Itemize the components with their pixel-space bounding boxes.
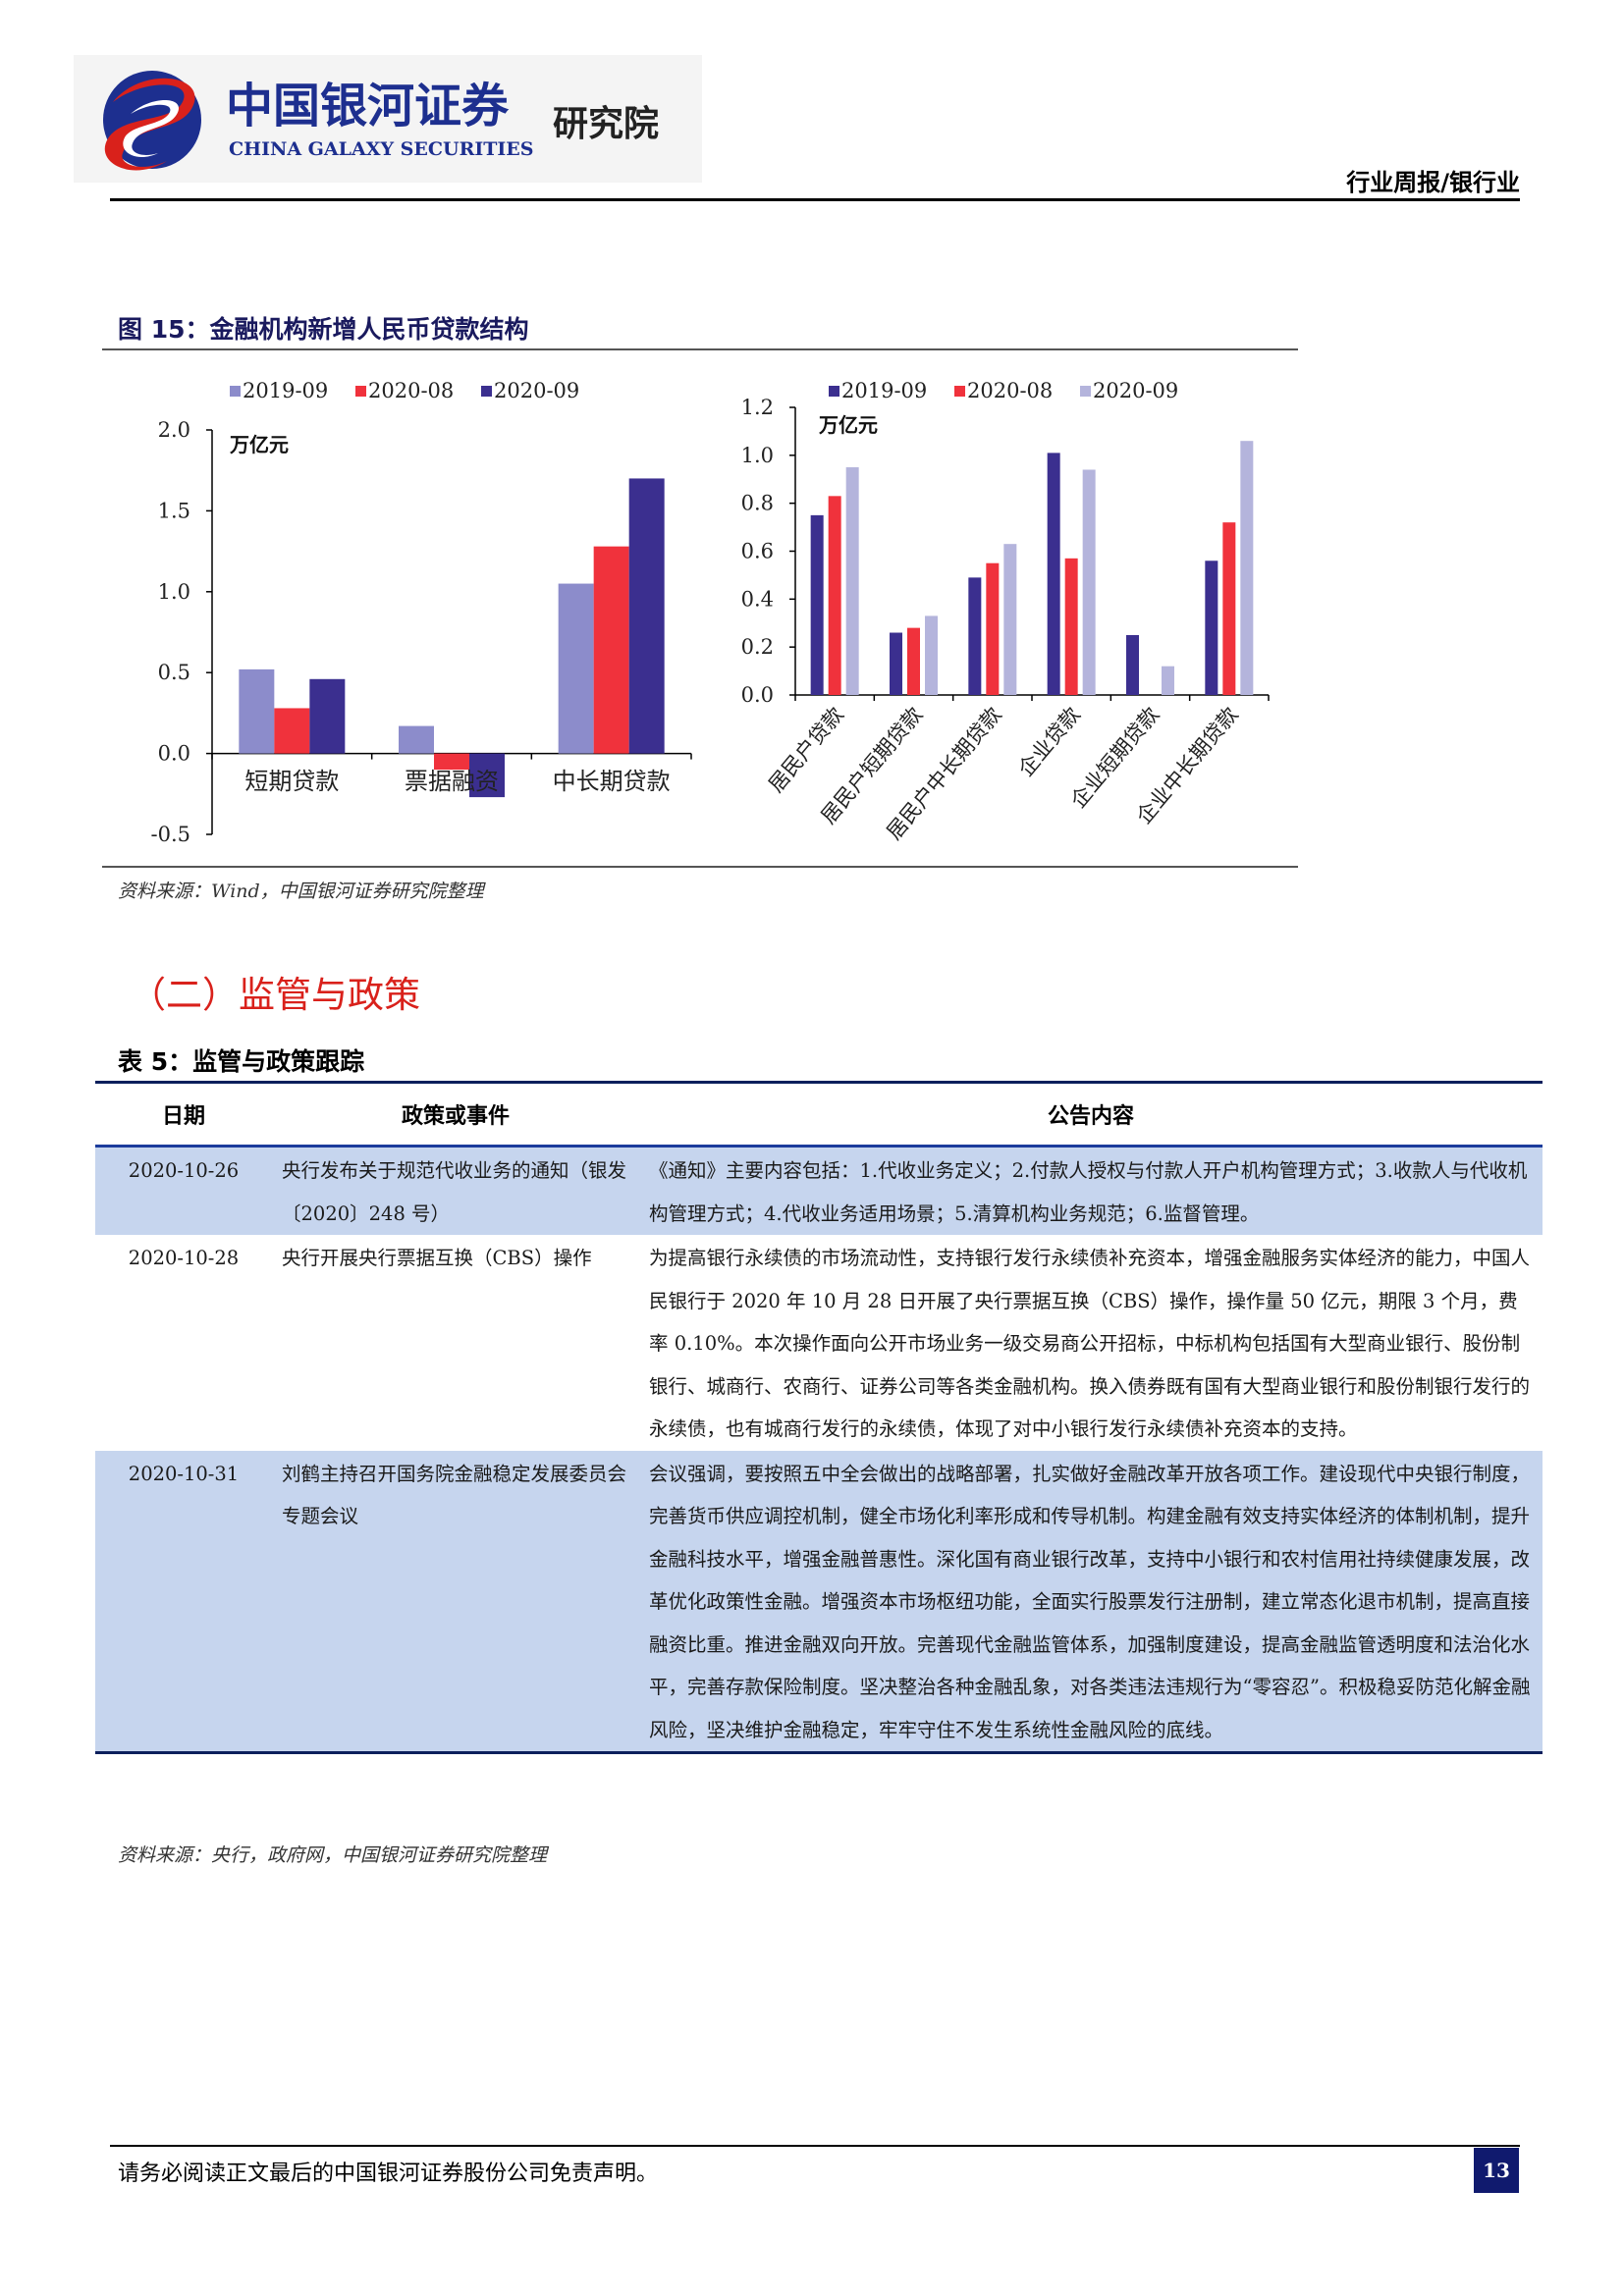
y-tick-label: 0.2 [741, 635, 774, 659]
category-label: 票据融资 [405, 768, 499, 795]
header-content: 公告内容 [639, 1081, 1543, 1148]
household-enterprise-loan-chart: 0.00.20.40.60.81.01.2万亿元居民户贷款居民户短期贷款居民户中… [741, 379, 1270, 844]
table-caption: 表 5：监管与政策跟踪 [118, 1047, 365, 1076]
y-tick-label: 1.2 [741, 396, 774, 419]
table-row: 2020-10-28 央行开展央行票据互换（CBS）操作 为提高银行永续债的市场… [95, 1235, 1543, 1451]
bar [434, 753, 469, 771]
category-label: 居民户贷款 [764, 703, 848, 797]
y-tick-label: 1.0 [741, 444, 774, 467]
legend-label: 2019-09 [243, 379, 328, 402]
logo-suffix: 研究院 [553, 103, 659, 144]
legend-label: 2020-09 [494, 379, 579, 402]
report-type: 行业周报/银行业 [1346, 169, 1520, 196]
bar [1222, 522, 1236, 695]
bar [986, 562, 1000, 695]
figure-bottom-rule [102, 866, 1298, 868]
table-row: 2020-10-26 央行发布关于规范代收业务的通知（银发〔2020〕248 号… [95, 1146, 1543, 1235]
row-content: 会议强调，要按照五中全会做出的战略部署，扎实做好金融改革开放各项工作。建设现代中… [639, 1450, 1543, 1754]
y-tick-label: 1.5 [158, 499, 190, 522]
category-label: 短期贷款 [244, 768, 339, 795]
bar [1003, 544, 1017, 695]
row-event: 央行发布关于规范代收业务的通知（银发〔2020〕248 号） [272, 1146, 639, 1235]
category-label: 中长期贷款 [553, 768, 671, 795]
header-event: 政策或事件 [272, 1081, 639, 1148]
figure-top-rule [102, 348, 1298, 350]
bar [628, 478, 665, 754]
y-tick-label: 1.0 [158, 580, 190, 604]
bar [309, 678, 346, 754]
company-logo: 中国银河证券 CHINA GALAXY SECURITIES 研究院 [74, 55, 702, 183]
bar [1064, 558, 1078, 695]
bar [907, 627, 920, 695]
bar [399, 725, 434, 754]
row-date: 2020-10-31 [95, 1450, 272, 1754]
bar [925, 615, 938, 695]
legend-label: 2020-08 [368, 379, 454, 402]
figure-source: 资料来源：Wind，中国银河证券研究院整理 [118, 881, 484, 902]
legend-swatch [954, 386, 965, 397]
bar [469, 753, 505, 798]
logo-english-name: CHINA GALAXY SECURITIES [229, 138, 533, 160]
logo-chinese-name: 中国银河证券 [226, 79, 510, 133]
legend-swatch [481, 386, 492, 397]
unit-label: 万亿元 [229, 433, 289, 456]
legend-swatch [230, 386, 241, 397]
legend-swatch [1080, 386, 1091, 397]
y-tick-label: 2.0 [158, 418, 190, 442]
header-divider [110, 198, 1520, 201]
bar [593, 546, 629, 754]
section-title: （二）监管与政策 [130, 974, 420, 1016]
footer-disclaimer: 请务必阅读正文最后的中国银河证券股份公司免责声明。 [118, 2162, 659, 2186]
unit-label: 万亿元 [818, 413, 878, 437]
row-date: 2020-10-28 [128, 1247, 240, 1269]
bar [1082, 469, 1096, 695]
bar [890, 632, 902, 695]
row-event: 刘鹤主持召开国务院金融稳定发展委员会专题会议 [272, 1450, 639, 1754]
table-row: 2020-10-31 刘鹤主持召开国务院金融稳定发展委员会专题会议 会议强调，要… [95, 1450, 1543, 1754]
page-number: 13 [1474, 2148, 1519, 2193]
bar [1240, 441, 1254, 695]
y-tick-label: 0.5 [158, 661, 190, 684]
y-tick-label: 0.6 [741, 540, 774, 563]
y-tick-label: 0.8 [741, 492, 774, 515]
footer-divider [110, 2145, 1520, 2147]
row-date: 2020-10-26 [95, 1146, 272, 1235]
y-tick-label: 0.0 [741, 683, 774, 707]
bar [274, 708, 310, 754]
y-tick-label: 0.4 [741, 587, 774, 611]
row-event: 央行开展央行票据互换（CBS）操作 [282, 1247, 592, 1269]
table-header-row: 日期 政策或事件 公告内容 [95, 1081, 1543, 1148]
bar [1162, 666, 1174, 695]
policy-table: 日期 政策或事件 公告内容 2020-10-26 央行发布关于规范代收业务的通知… [95, 1081, 1543, 1754]
bar [1126, 634, 1139, 695]
legend-label: 2019-09 [841, 379, 927, 402]
bar [810, 514, 824, 695]
row-content: 《通知》主要内容包括：1.代收业务定义；2.付款人授权与付款人开户机构管理方式；… [639, 1146, 1543, 1235]
bar [828, 496, 841, 695]
bar [239, 668, 275, 754]
header-date: 日期 [95, 1081, 272, 1148]
bar [1047, 453, 1060, 695]
bar [968, 577, 982, 695]
legend-label: 2020-09 [1093, 379, 1178, 402]
row-content: 为提高银行永续债的市场流动性，支持银行发行永续债补充资本，增强金融服务实体经济的… [649, 1247, 1531, 1440]
legend-swatch [829, 386, 839, 397]
y-tick-label: -0.5 [151, 823, 191, 846]
galaxy-logo-icon: 中国银河证券 CHINA GALAXY SECURITIES 研究院 [103, 71, 659, 171]
table-source: 资料来源：央行，政府网，中国银河证券研究院整理 [118, 1844, 548, 1866]
legend-swatch [355, 386, 366, 397]
legend-label: 2020-08 [967, 379, 1053, 402]
bar [845, 467, 859, 695]
bar [558, 583, 594, 754]
figure-caption: 图 15：金融机构新增人民币贷款结构 [118, 315, 529, 344]
y-tick-label: 0.0 [158, 742, 190, 766]
bar [1205, 561, 1218, 695]
category-label: 企业贷款 [1014, 703, 1085, 781]
